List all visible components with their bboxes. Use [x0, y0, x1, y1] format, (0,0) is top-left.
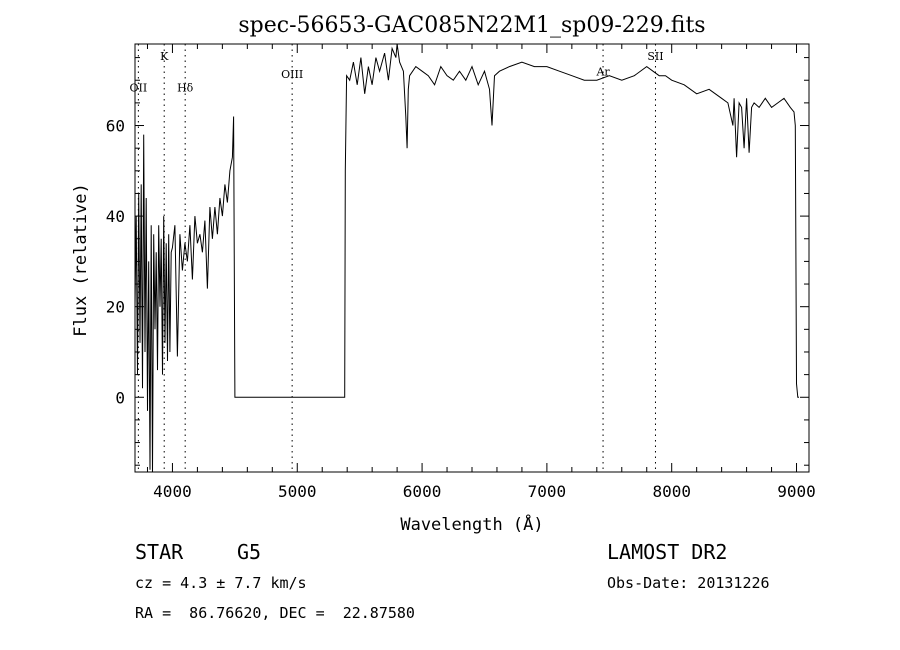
x-axis-label: Wavelength (Å)	[400, 513, 543, 535]
line-label-1: K	[160, 50, 169, 63]
observation-date: Obs-Date: 20131226	[607, 574, 770, 592]
line-label-3: OIII	[281, 68, 303, 81]
y-tick-label-20: 20	[106, 298, 125, 317]
line-label-5: SII	[647, 50, 663, 63]
x-tick-label-6000: 6000	[403, 482, 442, 501]
line-label-0: OII	[130, 82, 148, 95]
line-label-4: Ar	[595, 66, 610, 79]
redshift-velocity: cz = 4.3 ± 7.7 km/s	[135, 574, 307, 592]
chart-title: spec-56653-GAC085N22M1_sp09-229.fits	[238, 13, 705, 38]
survey-name: LAMOST DR2	[607, 540, 728, 564]
x-tick-label-5000: 5000	[278, 482, 317, 501]
spectrum-series-0	[135, 44, 799, 472]
object-subclass: G5	[237, 540, 262, 564]
line-label-2: Hδ	[177, 82, 194, 95]
coordinates: RA = 86.76620, DEC = 22.87580	[135, 604, 415, 622]
x-tick-label-8000: 8000	[652, 482, 691, 501]
x-tick-label-9000: 9000	[777, 482, 816, 501]
y-tick-label-40: 40	[106, 207, 125, 226]
plot-area: OII K Hδ OIII Ar SII 4000 5000 6000 7000 8000 9000 0…	[106, 43, 816, 501]
y-axis-label: Flux (relative)	[71, 183, 91, 337]
x-tick-label-4000: 4000	[153, 482, 192, 501]
y-tick-label-60: 60	[106, 117, 125, 136]
plot-frame	[134, 43, 810, 473]
object-class: STAR	[135, 540, 184, 564]
y-tick-label-0: 0	[115, 388, 125, 407]
x-tick-label-7000: 7000	[528, 482, 567, 501]
